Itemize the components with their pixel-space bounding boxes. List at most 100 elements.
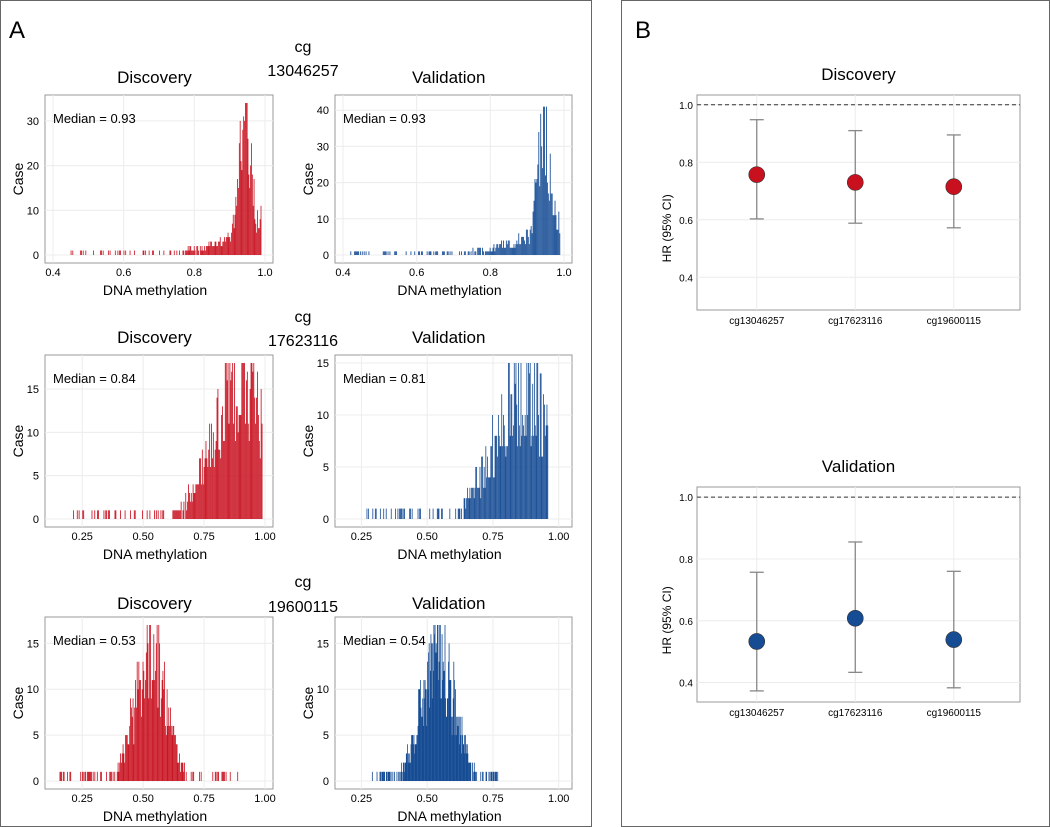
- histogram-bar: [414, 251, 416, 255]
- histogram-bar: [392, 771, 394, 781]
- histogram-bar: [214, 771, 216, 781]
- histogram-bar: [532, 383, 534, 519]
- histogram-bar: [468, 251, 470, 255]
- histogram-bar: [453, 680, 455, 781]
- histogram-bar: [515, 244, 517, 255]
- histogram-bar: [196, 484, 198, 519]
- histogram-bar: [555, 215, 557, 255]
- histogram-bar: [185, 771, 187, 781]
- histogram-bar: [461, 251, 462, 255]
- histogram-bar: [207, 246, 209, 255]
- histogram-bar: [411, 508, 413, 519]
- histogram-bar: [92, 771, 94, 781]
- histogram-bar: [533, 363, 535, 519]
- histogram-bar: [242, 363, 244, 519]
- y-axis-label: Case: [10, 162, 26, 195]
- histogram-bar: [487, 251, 489, 255]
- histogram-bar: [479, 467, 481, 519]
- histogram-bar: [502, 247, 503, 255]
- y-tick-label: 0: [323, 776, 329, 788]
- histogram-bar: [244, 363, 246, 519]
- histogram-bar: [363, 251, 365, 255]
- histogram-bar: [200, 250, 202, 255]
- histogram-bar: [90, 771, 92, 781]
- x-axis-label: DNA methylation: [397, 282, 501, 298]
- histogram-bar: [558, 211, 560, 255]
- histogram-bar: [506, 244, 508, 255]
- histogram-bar: [225, 771, 227, 781]
- histogram-bar: [546, 182, 548, 255]
- histogram-bar: [387, 771, 389, 781]
- histogram-bar: [389, 771, 391, 781]
- histogram-bar: [133, 250, 135, 255]
- histogram-bar: [388, 771, 390, 781]
- histogram-bar: [421, 716, 423, 781]
- y-axis-label: Case: [300, 686, 316, 719]
- histogram-bar: [517, 244, 519, 255]
- histogram-bar: [426, 725, 428, 781]
- histogram-bar: [186, 510, 188, 519]
- histogram-bar: [459, 508, 461, 519]
- histogram-bar: [214, 241, 216, 255]
- histogram-bar: [196, 246, 198, 255]
- histogram-bar: [229, 363, 231, 519]
- y-tick-label: 0.6: [679, 216, 693, 227]
- histogram-bar: [203, 467, 205, 519]
- histogram-bar: [164, 661, 166, 781]
- histogram-bar: [390, 771, 392, 781]
- histogram-bar: [542, 456, 544, 519]
- histogram-bar: [552, 215, 554, 255]
- histogram-bar: [491, 251, 493, 255]
- histogram-bar: [121, 753, 123, 781]
- histogram-bar: [461, 508, 462, 519]
- histogram-bar: [485, 251, 487, 255]
- x-axis-label: DNA methylation: [397, 808, 501, 824]
- histogram-bar: [463, 735, 465, 781]
- histogram-bar: [60, 771, 62, 781]
- histogram-bar: [201, 449, 203, 519]
- histogram-bar: [82, 250, 84, 255]
- histogram-bar: [173, 250, 175, 255]
- histogram-bar: [250, 165, 251, 255]
- histogram-bar: [245, 103, 247, 255]
- histogram-bar: [183, 771, 185, 781]
- histogram-bar: [223, 771, 224, 781]
- histogram-bar: [435, 643, 437, 781]
- histogram-bar: [544, 106, 545, 256]
- histogram-bar: [542, 168, 544, 255]
- histogram-bar: [494, 435, 496, 519]
- histogram-bar: [205, 246, 207, 255]
- histogram-bar: [451, 251, 453, 255]
- histogram-bar: [101, 771, 102, 781]
- histogram-bar: [456, 725, 458, 781]
- histogram-bar: [160, 716, 161, 781]
- histogram-bar: [503, 425, 505, 519]
- histogram-bar: [134, 510, 136, 519]
- x-axis-label: DNA methylation: [397, 546, 501, 562]
- histogram-bar: [101, 250, 102, 255]
- histogram-bar: [403, 762, 405, 781]
- histogram-bar: [489, 477, 491, 519]
- histogram-bar: [86, 771, 88, 781]
- histogram-bar: [246, 103, 248, 255]
- y-tick-label: 0.4: [679, 679, 693, 690]
- histogram-bar: [222, 771, 224, 781]
- histogram-bar: [180, 762, 182, 781]
- histogram-bar: [493, 244, 495, 255]
- histogram-bar: [461, 716, 463, 781]
- histogram-bar: [484, 251, 486, 255]
- x-tick-label: 0.50: [416, 793, 437, 805]
- histogram-bar: [505, 240, 507, 255]
- histogram-bar: [544, 435, 546, 519]
- histogram-bar: [252, 371, 254, 519]
- histogram-bar: [234, 363, 235, 519]
- histogram-bar: [237, 432, 239, 519]
- histogram-bar: [191, 501, 193, 519]
- histogram-bar: [359, 251, 361, 255]
- probe-group-title: cg 17623116: [268, 309, 338, 350]
- histogram-bar: [243, 363, 245, 519]
- histogram-bar: [438, 680, 439, 781]
- histogram-bar: [123, 250, 125, 255]
- histogram-bar: [429, 251, 431, 255]
